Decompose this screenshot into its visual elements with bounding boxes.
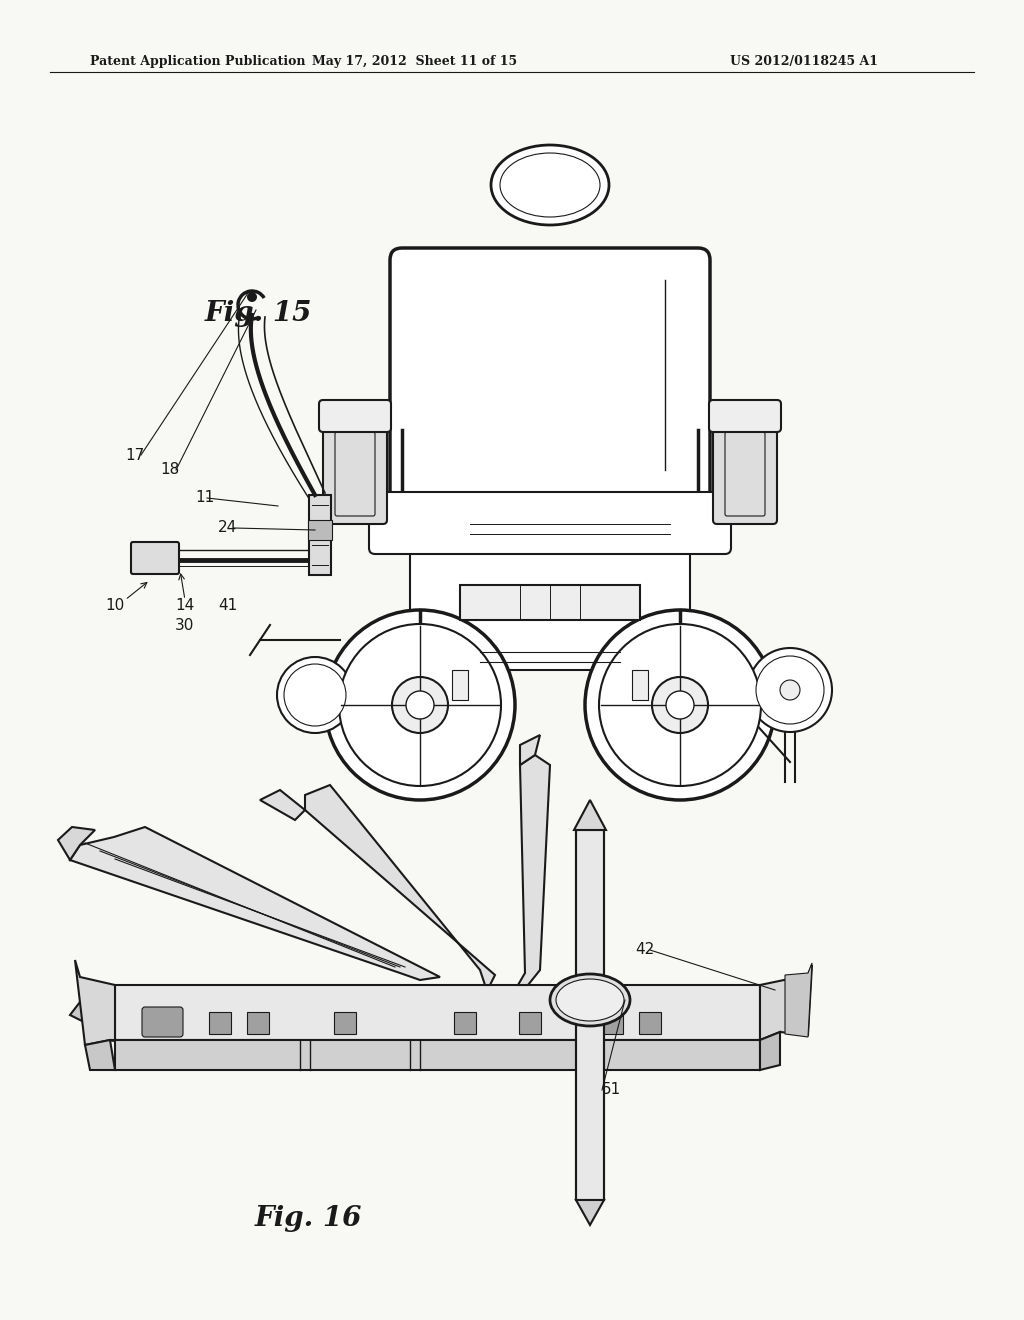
Bar — [632, 671, 648, 700]
Circle shape — [339, 624, 501, 785]
Text: May 17, 2012  Sheet 11 of 15: May 17, 2012 Sheet 11 of 15 — [312, 55, 517, 69]
Polygon shape — [520, 735, 540, 766]
Text: US 2012/0118245 A1: US 2012/0118245 A1 — [730, 55, 878, 69]
Polygon shape — [785, 964, 812, 1038]
FancyBboxPatch shape — [142, 1007, 183, 1038]
Polygon shape — [574, 800, 606, 830]
Text: 24: 24 — [218, 520, 238, 536]
Bar — [639, 1012, 662, 1034]
Text: 30: 30 — [175, 618, 195, 632]
Polygon shape — [760, 965, 812, 1040]
Text: Fig. 16: Fig. 16 — [255, 1205, 362, 1232]
Text: 11: 11 — [195, 491, 214, 506]
Text: 51: 51 — [602, 1082, 622, 1097]
Polygon shape — [260, 789, 305, 820]
Bar — [308, 520, 332, 540]
Text: 10: 10 — [105, 598, 124, 612]
Bar — [601, 1012, 623, 1034]
Bar — [519, 1012, 541, 1034]
Bar — [454, 1012, 476, 1034]
Bar — [575, 830, 604, 1200]
Polygon shape — [58, 828, 95, 861]
Ellipse shape — [490, 145, 609, 224]
FancyBboxPatch shape — [709, 400, 781, 432]
Polygon shape — [75, 960, 115, 1045]
Bar — [334, 1012, 356, 1034]
Polygon shape — [85, 1040, 115, 1071]
Text: Patent Application Publication: Patent Application Publication — [90, 55, 305, 69]
Text: Fig. 15: Fig. 15 — [205, 300, 312, 327]
Polygon shape — [575, 1200, 604, 1225]
Bar — [247, 1012, 269, 1034]
Polygon shape — [115, 1040, 760, 1071]
Circle shape — [278, 657, 353, 733]
Circle shape — [325, 610, 515, 800]
Polygon shape — [70, 1002, 100, 1030]
Circle shape — [756, 656, 824, 723]
FancyBboxPatch shape — [323, 424, 387, 524]
Circle shape — [392, 677, 449, 733]
Circle shape — [284, 664, 346, 726]
Polygon shape — [70, 828, 440, 979]
Circle shape — [748, 648, 831, 733]
Ellipse shape — [550, 974, 630, 1026]
Text: 14: 14 — [175, 598, 195, 612]
Text: 41: 41 — [218, 598, 238, 612]
Circle shape — [247, 292, 257, 302]
FancyBboxPatch shape — [390, 248, 710, 512]
Bar — [452, 671, 468, 700]
FancyBboxPatch shape — [713, 424, 777, 524]
Circle shape — [585, 610, 775, 800]
Circle shape — [652, 677, 708, 733]
Circle shape — [666, 690, 694, 719]
Bar — [460, 585, 640, 620]
Text: 17: 17 — [125, 447, 144, 462]
Polygon shape — [518, 755, 550, 985]
Text: 18: 18 — [160, 462, 179, 478]
FancyBboxPatch shape — [369, 492, 731, 554]
Polygon shape — [760, 1032, 780, 1071]
Ellipse shape — [556, 979, 624, 1020]
Circle shape — [406, 690, 434, 719]
Polygon shape — [115, 985, 760, 1040]
Polygon shape — [100, 1010, 360, 1071]
FancyBboxPatch shape — [131, 543, 179, 574]
Bar — [309, 495, 331, 576]
FancyBboxPatch shape — [410, 539, 690, 671]
Polygon shape — [305, 785, 495, 985]
FancyBboxPatch shape — [319, 400, 391, 432]
Bar — [209, 1012, 231, 1034]
Circle shape — [599, 624, 761, 785]
Text: 42: 42 — [635, 942, 654, 957]
Circle shape — [780, 680, 800, 700]
